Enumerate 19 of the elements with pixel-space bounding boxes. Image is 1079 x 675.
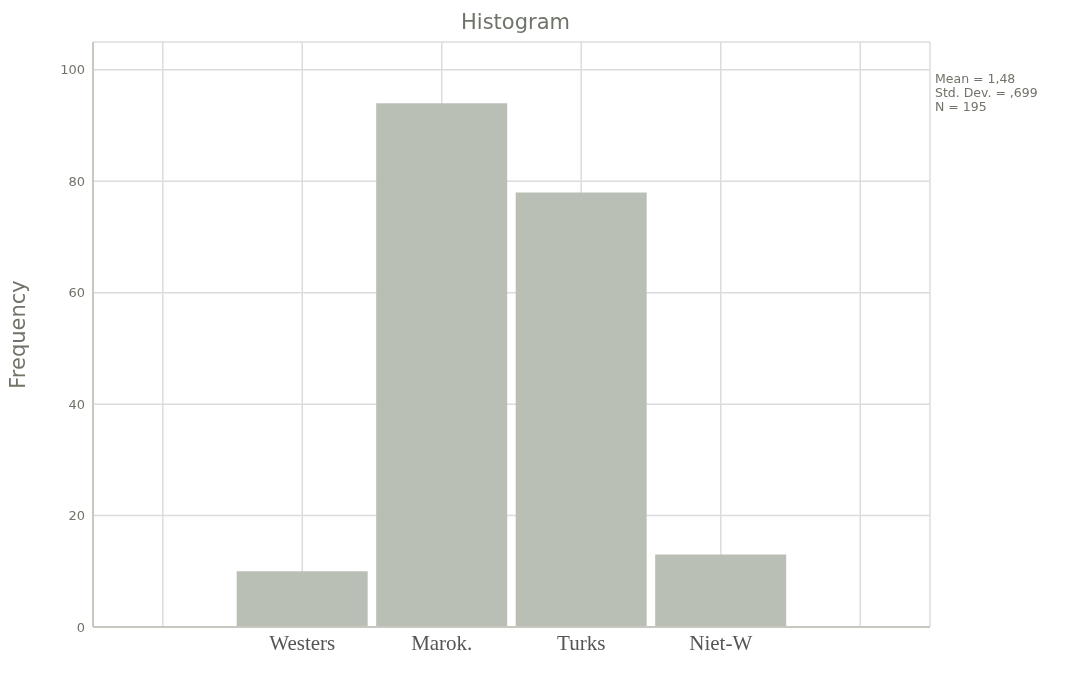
x-tick-label: Niet-W: [689, 630, 753, 655]
chart-title: Histogram: [460, 10, 571, 34]
bar: [655, 554, 787, 627]
y-tick-label: 80: [68, 173, 85, 189]
bar: [376, 103, 508, 627]
x-tick-label: Marok.: [411, 630, 473, 655]
y-tick-label: 20: [68, 508, 85, 524]
text: Mean = 1,48: [935, 71, 1017, 86]
text: Std. Dev. = ,699: [935, 85, 1038, 100]
y-tick-label: 100: [60, 62, 85, 78]
text: N = 195: [935, 99, 988, 114]
x-tick-label: Turks: [557, 630, 606, 655]
y-tick-label: 60: [68, 285, 85, 301]
y-axis-title: Frequency: [6, 280, 31, 389]
bar: [515, 192, 647, 627]
y-tick-label: 40: [68, 396, 85, 412]
x-tick-label: Westers: [269, 630, 336, 655]
y-tick-label: 0: [76, 619, 85, 635]
bar: [236, 571, 368, 627]
